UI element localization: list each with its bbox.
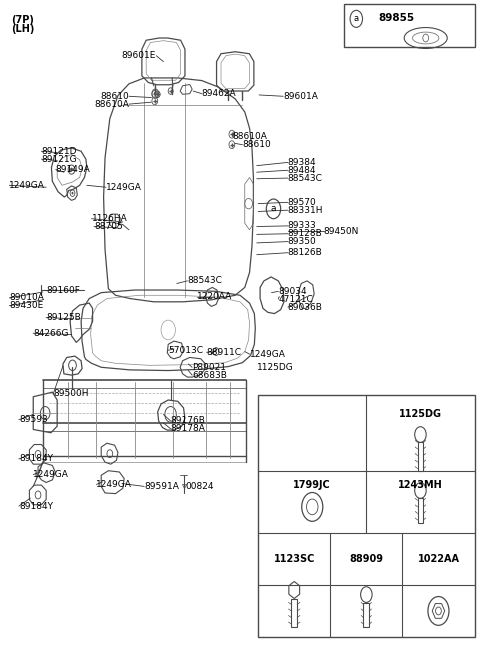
Text: 68683B: 68683B xyxy=(192,371,227,380)
Text: 89384: 89384 xyxy=(288,158,316,167)
Text: 88610: 88610 xyxy=(242,140,271,149)
Text: 89484: 89484 xyxy=(288,166,316,174)
Text: 89184Y: 89184Y xyxy=(19,502,53,510)
Text: 1799JC: 1799JC xyxy=(293,480,331,489)
Text: 1220AA: 1220AA xyxy=(197,292,232,301)
Text: 89500H: 89500H xyxy=(53,389,89,398)
Text: 89178A: 89178A xyxy=(170,424,205,434)
Bar xyxy=(344,4,475,47)
Circle shape xyxy=(70,168,73,172)
Text: 1123SC: 1123SC xyxy=(274,554,315,564)
Text: 89601A: 89601A xyxy=(283,92,318,101)
Text: 1125DG: 1125DG xyxy=(399,409,442,419)
Text: a: a xyxy=(271,205,276,213)
Text: 88909: 88909 xyxy=(349,554,384,564)
Text: 1249GA: 1249GA xyxy=(9,181,45,190)
Text: 88126B: 88126B xyxy=(288,248,323,257)
Text: 89462A: 89462A xyxy=(202,89,236,98)
Text: 89333: 89333 xyxy=(288,221,317,230)
Text: 1249GA: 1249GA xyxy=(96,480,132,489)
Text: 88911C: 88911C xyxy=(206,348,241,357)
Text: 89591A: 89591A xyxy=(144,482,179,491)
Text: 89184Y: 89184Y xyxy=(19,455,53,463)
Text: 84266G: 84266G xyxy=(33,329,69,338)
Text: 89125B: 89125B xyxy=(46,313,81,322)
Circle shape xyxy=(72,192,73,194)
Text: 89855: 89855 xyxy=(379,12,415,22)
Text: (7P): (7P) xyxy=(11,15,34,25)
Text: 89034: 89034 xyxy=(278,287,307,296)
Bar xyxy=(258,395,475,637)
Text: 1249GA: 1249GA xyxy=(33,470,69,479)
Text: 89160F: 89160F xyxy=(46,285,80,295)
Text: 1126HA: 1126HA xyxy=(92,214,127,223)
Text: 89450N: 89450N xyxy=(324,226,359,236)
Text: 89601E: 89601E xyxy=(122,51,156,60)
Text: 00824: 00824 xyxy=(185,482,214,491)
Text: 89121G: 89121G xyxy=(41,155,77,163)
Text: 89593: 89593 xyxy=(19,415,48,424)
Text: 88610A: 88610A xyxy=(94,100,129,109)
Text: 1243MH: 1243MH xyxy=(398,480,443,489)
Text: 1022AA: 1022AA xyxy=(418,554,459,564)
Text: 88610: 88610 xyxy=(100,92,129,101)
Text: 1249GA: 1249GA xyxy=(106,183,142,192)
Text: 88543C: 88543C xyxy=(288,174,323,182)
Text: 89176B: 89176B xyxy=(170,417,205,426)
Circle shape xyxy=(154,92,157,96)
Text: 89350: 89350 xyxy=(288,237,317,246)
Text: 89010A: 89010A xyxy=(9,293,44,302)
Text: 89570: 89570 xyxy=(288,198,317,207)
Text: a: a xyxy=(354,14,359,24)
Text: 88331H: 88331H xyxy=(288,206,324,215)
Text: 88610A: 88610A xyxy=(233,133,268,141)
Text: 89121D: 89121D xyxy=(41,147,77,155)
Text: 89430E: 89430E xyxy=(9,301,44,310)
Text: 47121C: 47121C xyxy=(278,295,313,304)
Text: 57013C: 57013C xyxy=(168,346,203,355)
Text: 88705: 88705 xyxy=(94,222,123,231)
Text: 1249GA: 1249GA xyxy=(250,350,286,359)
Text: 88543C: 88543C xyxy=(187,276,222,285)
Text: 89149A: 89149A xyxy=(56,165,91,174)
Text: P89021: P89021 xyxy=(192,363,226,372)
Text: 89128B: 89128B xyxy=(288,229,323,238)
Text: 89036B: 89036B xyxy=(288,302,323,312)
Text: 1125DG: 1125DG xyxy=(257,363,293,372)
Text: (LH): (LH) xyxy=(11,24,35,33)
